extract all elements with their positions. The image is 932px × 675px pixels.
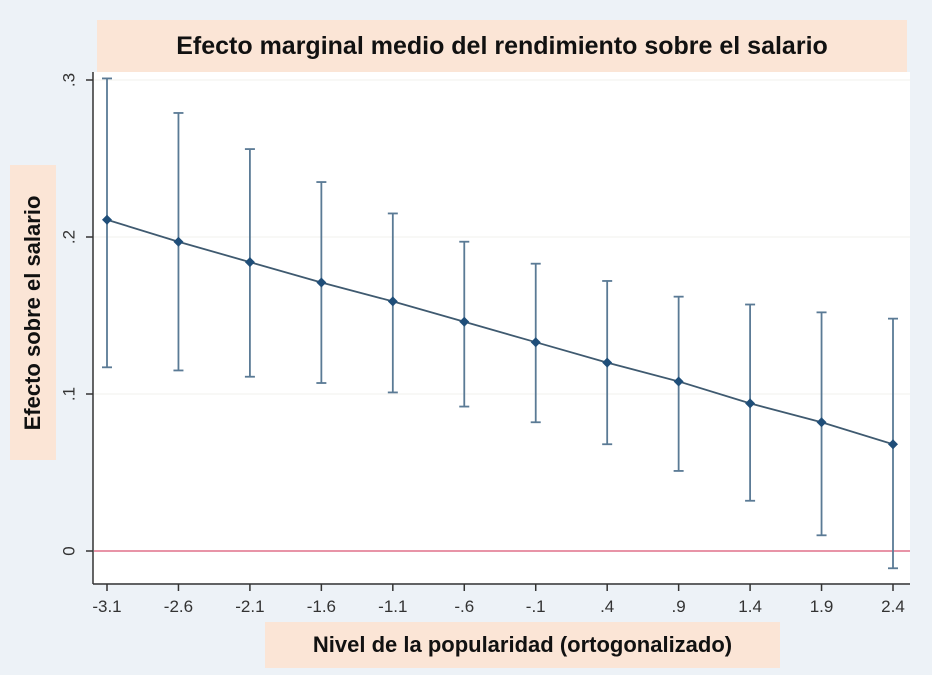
data-point (888, 439, 898, 450)
x-tick-label: -.1 (526, 597, 546, 616)
x-axis-label: Nivel de la popularidad (ortogonalizado) (265, 622, 780, 668)
data-point (745, 398, 756, 409)
data-point (816, 417, 827, 428)
data-point (530, 337, 541, 348)
x-tick-label: -2.1 (235, 597, 264, 616)
data-point (459, 316, 470, 327)
y-tick-label: .1 (59, 387, 78, 401)
data-point (316, 277, 327, 288)
x-tick-label: .4 (600, 597, 614, 616)
data-point (673, 376, 684, 387)
x-tick-label: 2.4 (881, 597, 905, 616)
y-tick-label: .2 (59, 230, 78, 244)
y-axis-label: Efecto sobre el salario (20, 195, 45, 430)
x-tick-label: -1.1 (378, 597, 407, 616)
x-tick-label: 1.4 (738, 597, 762, 616)
x-tick-label: 1.9 (810, 597, 834, 616)
data-point (387, 296, 398, 307)
x-tick-label: -.6 (454, 597, 474, 616)
data-point (244, 257, 255, 268)
chart-title: Efecto marginal medio del rendimiento so… (97, 20, 907, 72)
x-tick-label: .9 (672, 597, 686, 616)
data-point (102, 214, 112, 225)
series-line (106, 218, 894, 446)
y-axis-label-box: Efecto sobre el salario (10, 165, 56, 460)
x-tick-label: -1.6 (307, 597, 336, 616)
plot-area (93, 72, 910, 583)
y-tick-label: 0 (59, 546, 78, 555)
data-point (602, 357, 613, 368)
x-tick-label: -3.1 (92, 597, 121, 616)
x-tick-label: -2.6 (164, 597, 193, 616)
y-tick-label: .3 (59, 73, 78, 87)
data-point (173, 236, 184, 247)
